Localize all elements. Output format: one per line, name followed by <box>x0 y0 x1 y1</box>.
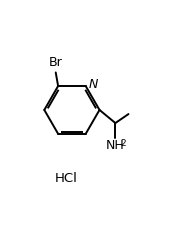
Text: NH: NH <box>106 139 125 152</box>
Text: HCl: HCl <box>55 172 78 185</box>
Text: Br: Br <box>49 56 63 69</box>
Text: N: N <box>89 78 98 91</box>
Text: 2: 2 <box>121 139 126 148</box>
